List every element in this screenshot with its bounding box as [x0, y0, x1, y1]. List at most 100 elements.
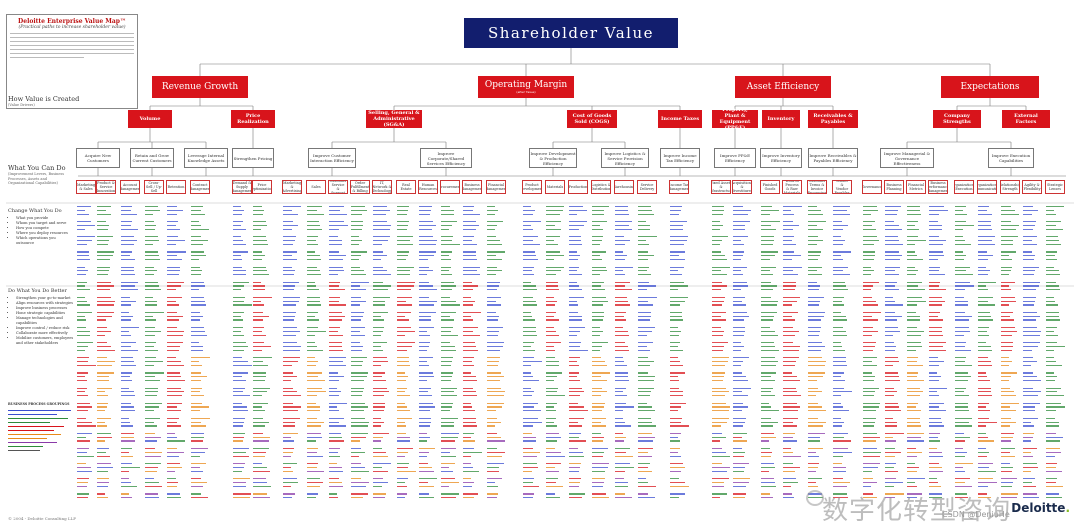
receivables-efficiency-node[interactable]: Improve Receivables & Payables Efficienc…: [808, 148, 858, 168]
leaf-node[interactable]: Demand & Supply Management: [232, 180, 252, 194]
leaf-node[interactable]: Governance: [862, 180, 882, 194]
sga-node[interactable]: Selling, General & Administrative (SG&A): [366, 110, 422, 128]
detail-column: [283, 206, 302, 504]
income-taxes-node[interactable]: Income Taxes: [658, 110, 702, 128]
intro-text-lines: [10, 33, 134, 58]
leaf-node[interactable]: Sales: [306, 180, 326, 194]
leaf-node[interactable]: Customer Service & Support: [328, 180, 348, 194]
customer-interaction-node[interactable]: Improve Customer Interaction Efficiency: [308, 148, 356, 168]
leaf-node[interactable]: Acquisitions & Divestitures: [732, 180, 752, 194]
do-better-title: Do What You Do Better: [8, 288, 67, 294]
leaf-node[interactable]: Agility & Flexibility: [1022, 180, 1042, 194]
better-bullet-list: Strengthen your go-to-marketAlign resour…: [8, 296, 74, 346]
acquire-customers-node[interactable]: Acquire New Customers: [76, 148, 120, 168]
what-you-can-do-subtitle: (Improvement Levers, Business Processes,…: [8, 172, 65, 185]
operating-margin-node[interactable]: Operating Margin (after Taxes): [478, 76, 574, 98]
corporate-services-node[interactable]: Improve Corporate/Shared Services Effici…: [420, 148, 472, 168]
logistics-service-node[interactable]: Improve Logistics & Service Provision Ef…: [601, 148, 649, 168]
managerial-governance-node[interactable]: Improve Managerial & Governance Effectiv…: [880, 148, 934, 168]
node-label: Operating Margin: [484, 80, 568, 90]
intro-title: Deloitte Enterprise Value Map™: [18, 18, 126, 25]
leaf-node[interactable]: Fixed Assets & Infrastructure: [711, 180, 731, 194]
receivables-payables-node[interactable]: Receivables & Payables: [808, 110, 858, 128]
leaf-node[interactable]: Income Tax Management: [669, 180, 689, 194]
company-strengths-node[interactable]: Company Strengths: [933, 110, 981, 128]
income-tax-efficiency-node[interactable]: Improve Income Tax Efficiency: [660, 148, 700, 168]
inventory-efficiency-node[interactable]: Improve Inventory Efficiency: [760, 148, 802, 168]
asset-efficiency-node[interactable]: Asset Efficiency: [735, 76, 831, 98]
detail-column: [833, 206, 852, 504]
shareholder-value-node[interactable]: Shareholder Value: [464, 18, 678, 48]
leaf-node[interactable]: Warehousing: [614, 180, 634, 194]
leaf-node[interactable]: Business Performance Management: [928, 180, 948, 194]
detail-column: [253, 206, 272, 504]
change-bullet: Which operations you outsource: [16, 236, 74, 246]
detail-column: [907, 206, 926, 504]
leaf-node[interactable]: Product Development: [522, 180, 542, 194]
leaf-node[interactable]: Human Resources: [418, 180, 438, 194]
external-factors-node[interactable]: External Factors: [1002, 110, 1050, 128]
detail-column: [929, 206, 948, 504]
leaf-node[interactable]: Marketing & Advertising: [282, 180, 302, 194]
node-label: Revenue Growth: [161, 82, 239, 92]
detail-column: [761, 206, 780, 504]
leaf-node[interactable]: Finished Goods: [760, 180, 780, 194]
leaf-node[interactable]: Procurement: [440, 180, 460, 194]
leaf-node[interactable]: Strategic Lenses: [1045, 180, 1065, 194]
cogs-node[interactable]: Cost of Goods Sold (COGS): [567, 110, 617, 128]
better-bullet: Mobilize customers, employees and other …: [16, 336, 74, 346]
detail-column: [145, 206, 164, 504]
deloitte-logo: Deloitte.: [1011, 501, 1070, 515]
revenue-growth-node[interactable]: Revenue Growth: [152, 76, 248, 98]
node-label: External Factors: [1014, 113, 1038, 125]
leaf-node[interactable]: Service Delivery: [637, 180, 657, 194]
ppe-efficiency-node[interactable]: Improve PP&E Efficiency: [714, 148, 756, 168]
leaf-node[interactable]: Product & Service Innovation: [96, 180, 116, 194]
leaf-node[interactable]: Relationship Strength: [1000, 180, 1020, 194]
leaf-node[interactable]: Retention: [166, 180, 186, 194]
change-bullet: How you compete: [16, 226, 74, 231]
leaf-node[interactable]: IT, Network & Technology: [372, 180, 392, 194]
ppe-node[interactable]: Property, Plant & Equipment (PP&E): [712, 107, 758, 131]
leaf-node[interactable]: Organizational Communication: [977, 180, 997, 194]
how-value-subtitle: (Value Drivers): [8, 103, 35, 107]
detail-column: [419, 206, 438, 504]
leaf-node[interactable]: Contract Management: [190, 180, 210, 194]
leaf-node[interactable]: Account Management: [120, 180, 140, 194]
inventory-node[interactable]: Inventory: [762, 110, 800, 128]
node-label: Selling, General & Administrative (SG&A): [368, 110, 420, 128]
leaf-node[interactable]: Cross-Sell / Up-Sell: [144, 180, 164, 194]
node-label: Volume: [139, 116, 161, 122]
retain-customers-node[interactable]: Retain and Grow Current Customers: [130, 148, 174, 168]
knowledge-assets-node[interactable]: Leverage Internal Knowledge Assets: [184, 148, 228, 168]
leaf-node[interactable]: Materials: [545, 180, 565, 194]
better-bullet: Strengthen your go-to-market: [16, 296, 74, 301]
volume-node[interactable]: Volume: [128, 110, 172, 128]
leaf-node[interactable]: Price Optimization: [252, 180, 272, 194]
intro-box: Deloitte Enterprise Value Map™ (Practica…: [6, 14, 138, 109]
leaf-node[interactable]: Customer Terms & Invoice Processing: [807, 180, 827, 194]
leaf-node[interactable]: Vendor & Vendor Payables: [832, 180, 852, 194]
change-what-section: Change What You Do What you provideWhom …: [8, 208, 74, 246]
development-production-node[interactable]: Improve Development & Production Efficie…: [529, 148, 577, 168]
detail-column: [121, 206, 140, 504]
price-realization-node[interactable]: Price Realization: [231, 110, 275, 128]
leaf-node[interactable]: Work in Process & Raw Materials: [782, 180, 802, 194]
node-label: Receivables & Payables: [813, 113, 853, 125]
expectations-node[interactable]: Expectations: [941, 76, 1039, 98]
leaf-node[interactable]: Order Fulfillment & Billing: [350, 180, 370, 194]
leaf-node[interactable]: Logistics & Distribution: [591, 180, 611, 194]
leaf-node[interactable]: Financial Metrics: [906, 180, 926, 194]
execution-capabilities-node[interactable]: Improve Execution Capabilities: [988, 148, 1034, 168]
leaf-node[interactable]: Real Estate: [396, 180, 416, 194]
leaf-node[interactable]: Business Planning: [884, 180, 904, 194]
strengthen-pricing-node[interactable]: Strengthen Pricing: [232, 148, 274, 168]
leaf-node[interactable]: Financial Management: [486, 180, 506, 194]
better-bullet: Improve control / reduce risk: [16, 326, 74, 331]
detail-column: [978, 206, 997, 504]
leaf-node[interactable]: Marketing & Sales: [76, 180, 96, 194]
leaf-node[interactable]: Production: [568, 180, 588, 194]
leaf-node[interactable]: Business Management: [462, 180, 482, 194]
leaf-node[interactable]: Organizational Execution: [954, 180, 974, 194]
